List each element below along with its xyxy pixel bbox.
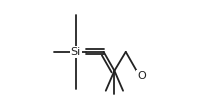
Text: Si: Si — [70, 47, 81, 57]
Text: O: O — [137, 71, 146, 81]
